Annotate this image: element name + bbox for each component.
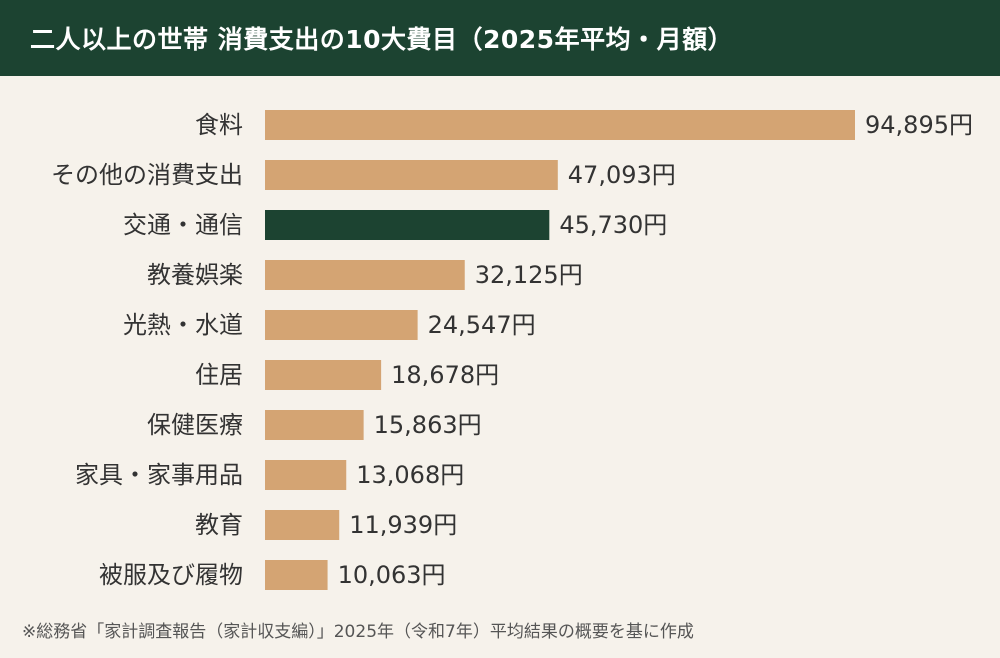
value-label: 47,093円 xyxy=(568,161,676,189)
category-label: 住居 xyxy=(195,361,243,389)
bar xyxy=(265,210,550,240)
bar xyxy=(265,460,347,490)
value-label: 13,068円 xyxy=(356,461,464,489)
category-label: 被服及び履物 xyxy=(99,561,243,589)
bar xyxy=(265,160,558,190)
category-label: 食料 xyxy=(195,111,243,139)
value-label: 24,547円 xyxy=(428,311,536,339)
value-label: 18,678円 xyxy=(391,361,499,389)
category-label: 教養娯楽 xyxy=(147,261,243,289)
category-label: 光熱・水道 xyxy=(123,311,243,339)
value-label: 11,939円 xyxy=(349,511,457,539)
chart-title: 二人以上の世帯 消費支出の10大費目（2025年平均・月額） xyxy=(0,0,1000,76)
value-label: 32,125円 xyxy=(475,261,583,289)
value-label: 94,895円 xyxy=(865,111,973,139)
source-note: ※総務省「家計調査報告（家計収支編）」2025年（令和7年）平均結果の概要を基に… xyxy=(22,622,694,642)
category-label: 交通・通信 xyxy=(123,211,243,239)
value-label: 10,063円 xyxy=(338,561,446,589)
value-label: 45,730円 xyxy=(559,211,667,239)
bar xyxy=(265,110,855,140)
category-label: その他の消費支出 xyxy=(51,161,243,189)
bar xyxy=(265,410,364,440)
bar xyxy=(265,260,465,290)
value-label: 15,863円 xyxy=(374,411,482,439)
category-label: 家具・家事用品 xyxy=(75,461,243,489)
bar xyxy=(265,360,382,390)
bar xyxy=(265,510,340,540)
bar xyxy=(265,560,328,590)
bar xyxy=(265,310,418,340)
category-label: 教育 xyxy=(195,511,243,539)
category-label: 保健医療 xyxy=(147,411,243,439)
